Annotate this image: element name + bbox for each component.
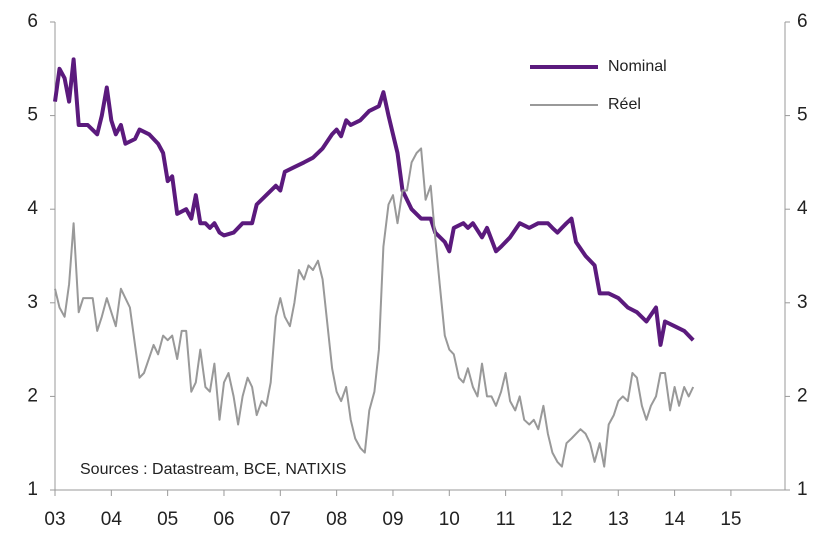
- x-tick-label: 07: [270, 509, 291, 530]
- x-tick-label: 11: [496, 509, 516, 530]
- y-tick-label: 2: [27, 385, 38, 406]
- x-tick-label: 05: [157, 509, 178, 530]
- x-tick-label: 03: [44, 509, 65, 530]
- y2-tick-label: 5: [797, 105, 808, 126]
- y2-tick-label: 3: [797, 292, 808, 313]
- y-tick-label: 3: [27, 292, 38, 313]
- y2-tick-label: 6: [797, 11, 808, 32]
- legend-label: Nominal: [608, 58, 667, 75]
- y2-tick-label: 2: [797, 385, 808, 406]
- x-tick-label: 06: [213, 509, 234, 530]
- x-tick-label: 04: [101, 509, 123, 530]
- x-tick-label: 12: [551, 509, 572, 530]
- y-tick-label: 4: [27, 198, 38, 219]
- y2-tick-label: 1: [797, 479, 808, 500]
- source-note: Sources : Datastream, BCE, NATIXIS: [80, 461, 346, 478]
- x-tick-label: 09: [382, 509, 403, 530]
- x-tick-label: 13: [608, 509, 629, 530]
- x-tick-label: 08: [326, 509, 347, 530]
- series-line: [53, 57, 695, 347]
- y2-tick-label: 4: [797, 198, 808, 219]
- y-tick-label: 5: [27, 105, 38, 126]
- y-tick-label: 1: [27, 479, 38, 500]
- x-tick-label: 10: [439, 509, 460, 530]
- series-line: [54, 147, 695, 468]
- legend-label: Réel: [608, 96, 641, 113]
- y-tick-label: 6: [27, 11, 38, 32]
- x-tick-label: 14: [664, 509, 686, 530]
- x-tick-label: 15: [720, 509, 741, 530]
